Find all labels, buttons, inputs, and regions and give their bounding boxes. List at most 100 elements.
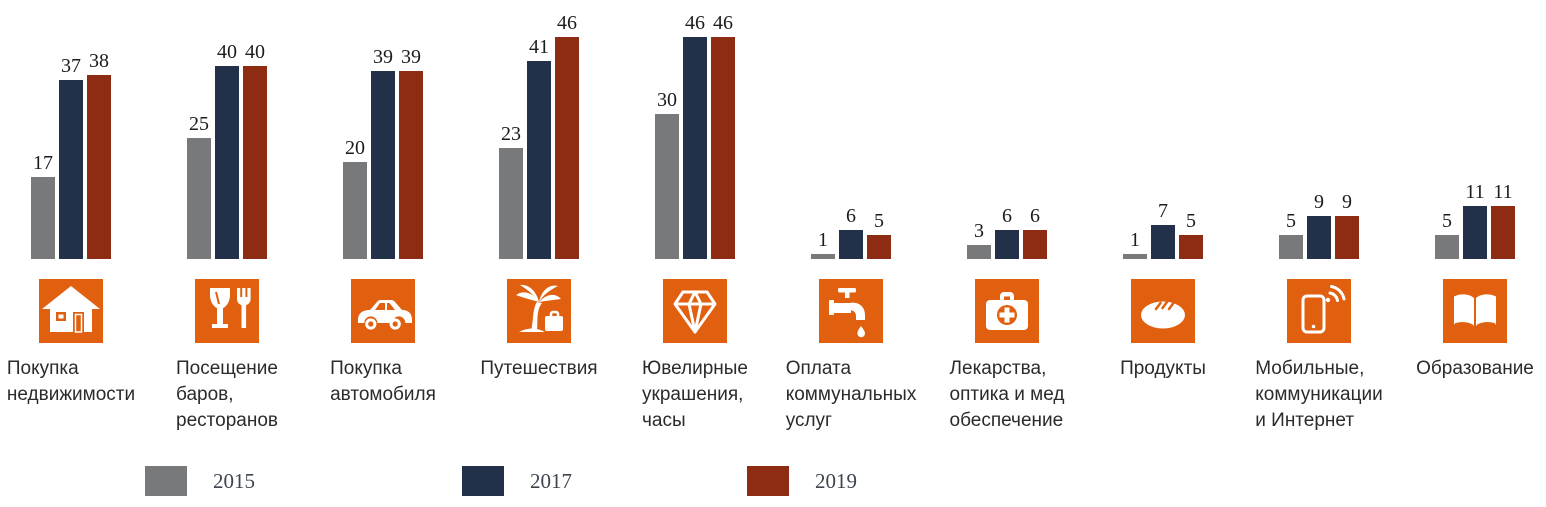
category-label: Мобильные, коммуникации и Интернет xyxy=(1255,358,1383,431)
bar-item-2017: 9 xyxy=(1307,191,1331,259)
bar-2015 xyxy=(187,138,211,259)
bar-value-label: 11 xyxy=(1493,180,1513,203)
bar-value-label: 6 xyxy=(1002,205,1012,228)
bar-item-2017: 39 xyxy=(371,46,395,259)
bar-item-2019: 46 xyxy=(555,12,579,259)
legend-swatch-2015 xyxy=(145,466,187,496)
bar-2015 xyxy=(1279,234,1303,259)
bar-2019 xyxy=(87,75,111,259)
wine-glass-fork-icon xyxy=(195,279,259,343)
legend-swatch-2019 xyxy=(747,466,789,496)
bar-item-2019: 38 xyxy=(87,50,111,259)
category-column-4: 23 41 46 Путешествия xyxy=(461,7,617,434)
bar-2019 xyxy=(1179,234,1203,259)
bar-2019 xyxy=(867,234,891,259)
bar-value-label: 25 xyxy=(189,113,209,136)
category-label: Образование xyxy=(1416,358,1534,379)
bar-2017 xyxy=(995,230,1019,259)
category-label: Ювелирные украшения, часы xyxy=(642,358,748,431)
legend-swatch-2017 xyxy=(462,466,504,496)
category-label: Посещение баров, ресторанов xyxy=(176,358,278,431)
bar-value-label: 40 xyxy=(245,40,265,63)
bar-value-label: 23 xyxy=(501,122,521,145)
bar-value-label: 6 xyxy=(846,205,856,228)
bread-icon xyxy=(1131,279,1195,343)
category-label: Продукты xyxy=(1120,358,1206,379)
bar-value-label: 9 xyxy=(1342,190,1352,213)
legend-item-2017: 2017 xyxy=(462,466,572,496)
bar-item-2017: 40 xyxy=(215,41,239,259)
category-label: Путешествия xyxy=(480,358,598,379)
category-column-5: 30 46 46 Ювелирные украшения, часы xyxy=(617,7,773,434)
house-icon xyxy=(39,279,103,343)
bar-value-label: 11 xyxy=(1465,180,1485,203)
bar-2017 xyxy=(215,65,239,259)
bar-2015 xyxy=(31,176,55,259)
bar-group: 5 11 11 xyxy=(1397,7,1546,259)
bar-group: 17 37 38 xyxy=(0,7,149,259)
bar-item-2015: 23 xyxy=(499,123,523,259)
bar-2019 xyxy=(399,70,423,259)
bar-2017 xyxy=(59,80,83,259)
bar-value-label: 3 xyxy=(974,219,984,242)
palm-tree-suitcase-icon xyxy=(507,279,571,343)
legend-item-2019: 2019 xyxy=(747,466,857,496)
bar-item-2017: 41 xyxy=(527,36,551,259)
bar-2017 xyxy=(839,230,863,259)
bar-group: 30 46 46 xyxy=(617,7,773,259)
category-column-1: 17 37 38 Покупка недвижимости xyxy=(0,7,149,434)
category-column-3: 20 39 39 Покупка автомобиля xyxy=(305,7,461,434)
bar-item-2015: 1 xyxy=(1123,229,1147,259)
bar-item-2015: 17 xyxy=(31,152,55,259)
bar-value-label: 39 xyxy=(373,45,393,68)
bar-item-2019: 5 xyxy=(867,210,891,259)
bar-item-2017: 6 xyxy=(839,205,863,259)
bar-item-2017: 11 xyxy=(1463,181,1487,259)
bar-value-label: 6 xyxy=(1030,205,1040,228)
legend-label-2017: 2017 xyxy=(530,468,572,493)
bar-value-label: 1 xyxy=(818,229,828,252)
bar-group: 25 40 40 xyxy=(149,7,305,259)
category-column-2: 25 40 40 Посещение баров, ресторанов xyxy=(149,7,305,434)
legend-label-2019: 2019 xyxy=(815,468,857,493)
bar-2015 xyxy=(655,114,679,259)
category-label: Оплата коммунальных услуг xyxy=(785,358,917,431)
bar-group: 20 39 39 xyxy=(305,7,461,259)
bar-2019 xyxy=(1335,215,1359,259)
bar-group: 23 41 46 xyxy=(461,7,617,259)
bar-item-2019: 11 xyxy=(1491,181,1515,259)
bar-2019 xyxy=(1491,205,1515,259)
bar-value-label: 5 xyxy=(1286,209,1296,232)
category-column-10: 5 11 11 Образование xyxy=(1397,7,1546,434)
bar-value-label: 46 xyxy=(557,11,577,34)
legend-label-2015: 2015 xyxy=(213,468,255,493)
bar-value-label: 37 xyxy=(61,55,81,78)
bar-2017 xyxy=(1307,215,1331,259)
bar-item-2019: 6 xyxy=(1023,205,1047,259)
bar-2017 xyxy=(683,36,707,259)
bar-value-label: 7 xyxy=(1158,200,1168,223)
bar-value-label: 30 xyxy=(657,89,677,112)
bar-2017 xyxy=(371,70,395,259)
bar-value-label: 5 xyxy=(1186,209,1196,232)
bar-value-label: 39 xyxy=(401,45,421,68)
bar-value-label: 40 xyxy=(217,40,237,63)
diamond-icon xyxy=(663,279,727,343)
bar-2015 xyxy=(1435,234,1459,259)
bar-item-2015: 5 xyxy=(1435,210,1459,259)
bar-2019 xyxy=(243,65,267,259)
bar-2017 xyxy=(1463,205,1487,259)
bar-value-label: 41 xyxy=(529,35,549,58)
bar-item-2017: 46 xyxy=(683,12,707,259)
bar-item-2019: 46 xyxy=(711,12,735,259)
bar-item-2019: 39 xyxy=(399,46,423,259)
bar-2015 xyxy=(811,254,835,259)
car-icon xyxy=(351,279,415,343)
bar-item-2015: 3 xyxy=(967,220,991,259)
bar-value-label: 38 xyxy=(89,50,109,73)
